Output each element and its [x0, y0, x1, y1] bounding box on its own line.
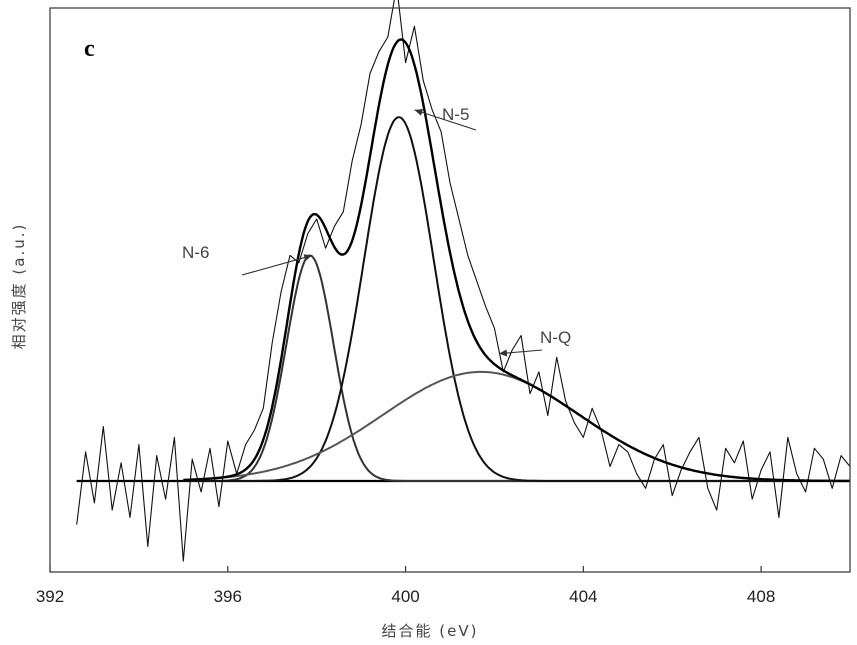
y-axis-title: 相对强度 (a.u.)	[10, 223, 28, 350]
panel-label: c	[84, 36, 95, 62]
x-tick-label-396: 396	[214, 587, 242, 606]
x-tick-label-404: 404	[569, 587, 597, 606]
x-tick-label-392: 392	[36, 587, 64, 606]
x-axis-title: 结合能 (eV)	[382, 622, 479, 640]
x-tick-label-400: 400	[391, 587, 419, 606]
annotation-label-n-q: N-Q	[540, 328, 571, 347]
annotation-label-n-5: N-5	[442, 105, 469, 124]
x-tick-label-408: 408	[747, 587, 775, 606]
annotation-label-n-6: N-6	[182, 243, 209, 262]
